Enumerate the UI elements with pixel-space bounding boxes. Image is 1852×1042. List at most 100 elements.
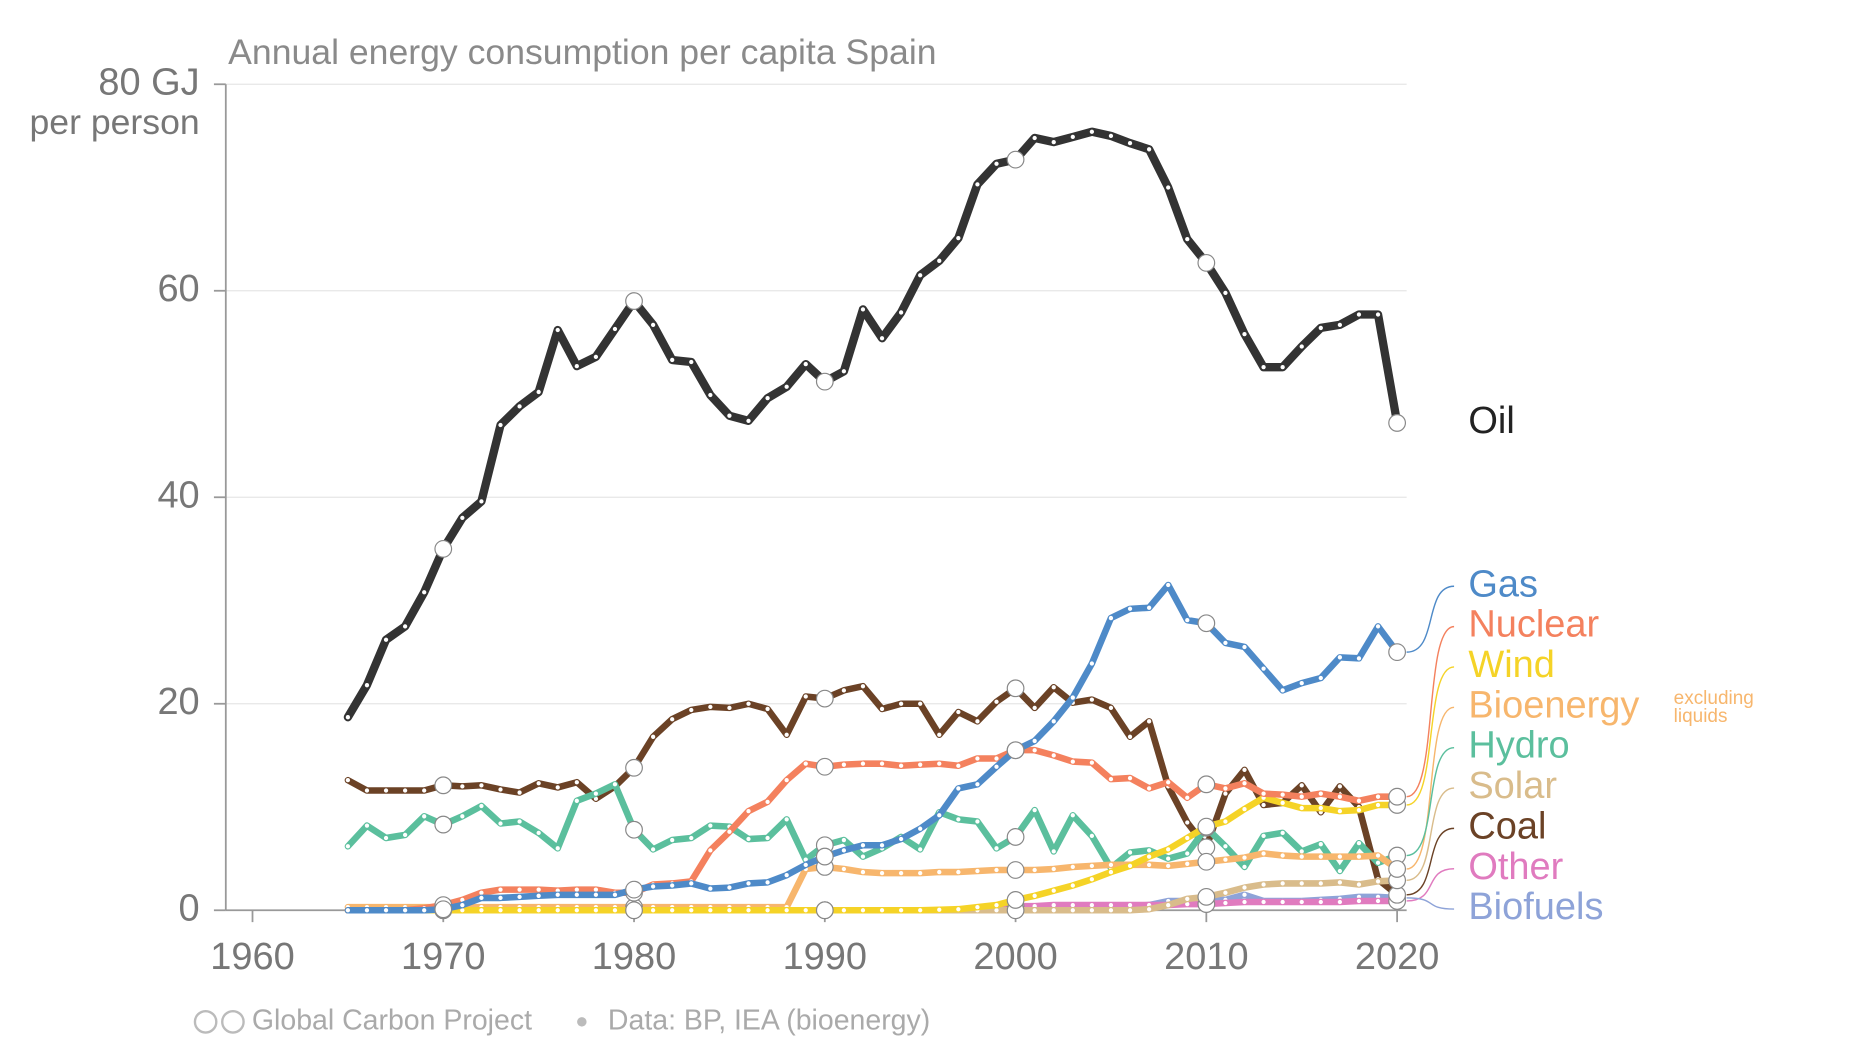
- point: [1166, 582, 1171, 588]
- point: [422, 908, 427, 913]
- point: [1185, 617, 1190, 623]
- point: [1356, 854, 1362, 859]
- point: [1280, 365, 1285, 370]
- point: [1089, 760, 1095, 765]
- point: [689, 359, 694, 365]
- series: [344, 581, 1407, 919]
- point: [422, 788, 427, 793]
- point: [1242, 855, 1247, 860]
- point: [898, 310, 904, 315]
- point: [956, 763, 961, 768]
- point: [898, 836, 904, 842]
- point: [1070, 813, 1075, 818]
- point: [898, 701, 904, 706]
- footer-source: Global Carbon Project: [252, 1004, 532, 1036]
- point: [1185, 795, 1190, 800]
- point: [1166, 863, 1171, 869]
- point: [1185, 851, 1190, 856]
- point: [1127, 908, 1133, 913]
- decade-point: [1388, 787, 1407, 806]
- point: [555, 892, 560, 897]
- decade-point: [1197, 852, 1216, 871]
- point: [879, 706, 885, 712]
- decade-point: [1006, 891, 1025, 909]
- point: [1185, 896, 1190, 902]
- point: [1318, 675, 1323, 681]
- point: [937, 813, 942, 818]
- decade-point: [1197, 253, 1216, 272]
- point: [1051, 849, 1056, 854]
- series: [343, 127, 1407, 722]
- point: [1375, 802, 1381, 808]
- point: [803, 694, 808, 699]
- legend-label: Nuclear: [1468, 604, 1599, 646]
- point: [784, 732, 789, 737]
- point: [765, 799, 770, 804]
- point: [498, 422, 503, 428]
- point: [879, 870, 885, 876]
- point: [670, 908, 675, 913]
- point: [975, 819, 980, 824]
- point: [1318, 881, 1323, 886]
- label-connector: [1406, 585, 1455, 653]
- decade-point: [815, 372, 834, 391]
- label-connector: [1406, 746, 1455, 857]
- point: [1242, 806, 1247, 812]
- point: [1051, 139, 1056, 145]
- point: [1108, 615, 1114, 621]
- point: [918, 870, 923, 876]
- point: [1146, 854, 1152, 859]
- label-connector: [1406, 625, 1455, 798]
- point: [1089, 129, 1095, 134]
- x-tick-label: 1980: [592, 936, 676, 978]
- point: [364, 908, 370, 913]
- point: [1375, 898, 1381, 904]
- point: [1375, 879, 1381, 884]
- point: [784, 817, 789, 822]
- point: [1032, 908, 1037, 913]
- x-tick-label: 1960: [210, 936, 294, 978]
- point: [345, 844, 351, 849]
- point: [994, 699, 999, 704]
- point: [784, 908, 789, 913]
- point: [1223, 640, 1228, 645]
- label-connector: [1406, 666, 1455, 806]
- point: [841, 837, 847, 843]
- decade-point: [1388, 414, 1407, 432]
- point: [1299, 849, 1304, 854]
- decade-point: [1197, 887, 1216, 906]
- point: [460, 814, 465, 819]
- point: [1166, 856, 1171, 861]
- point: [975, 905, 980, 910]
- point: [879, 843, 885, 848]
- decade-point: [1006, 679, 1025, 698]
- legend-label: Other: [1468, 846, 1563, 888]
- point: [1242, 892, 1247, 897]
- point: [1223, 890, 1228, 895]
- chart-title: Annual energy consumption per capita Spa…: [228, 32, 936, 72]
- point: [593, 354, 599, 359]
- point: [517, 790, 522, 795]
- point: [1108, 869, 1114, 875]
- point: [1146, 786, 1152, 791]
- point: [784, 873, 789, 878]
- point: [994, 902, 999, 908]
- point: [479, 499, 484, 504]
- point: [1375, 312, 1381, 317]
- point: [574, 908, 579, 913]
- point: [1337, 794, 1343, 799]
- point: [364, 823, 370, 828]
- point: [994, 764, 999, 769]
- point: [1089, 908, 1095, 913]
- point: [383, 637, 389, 642]
- point: [918, 908, 923, 913]
- point: [1223, 844, 1228, 849]
- series-line: [344, 581, 1401, 914]
- point: [727, 908, 732, 913]
- point: [517, 908, 522, 913]
- point: [898, 908, 904, 913]
- point: [1242, 864, 1247, 870]
- point: [727, 829, 732, 834]
- point: [612, 326, 618, 332]
